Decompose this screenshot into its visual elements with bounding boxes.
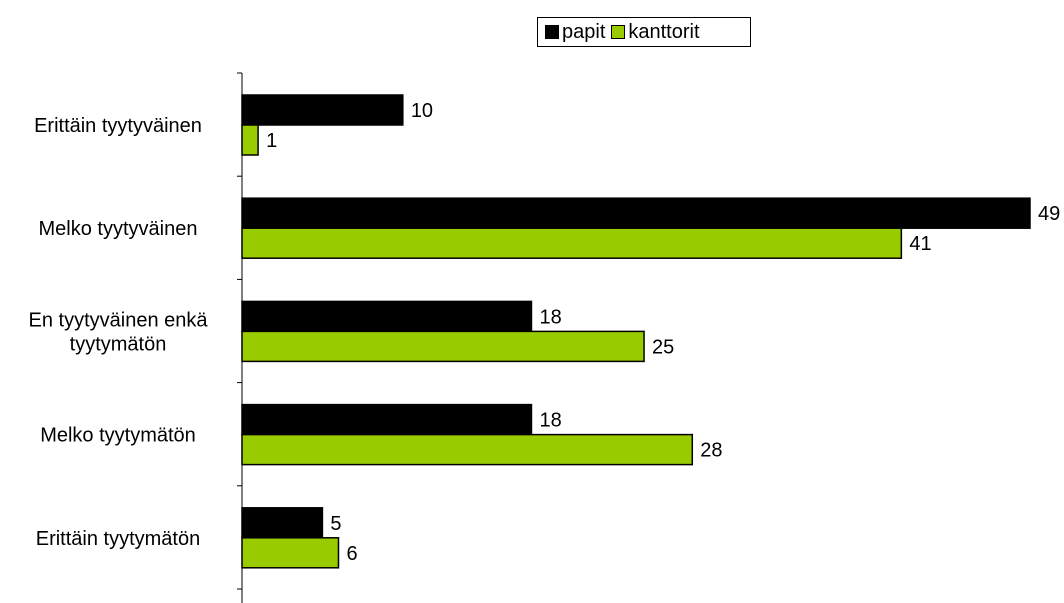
legend-swatch-kanttorit	[611, 25, 626, 39]
data-label-kanttorit-melko-tyytymätön: 28	[700, 440, 722, 462]
category-label-erittäin-tyytymätön: Erittäin tyytymätön	[36, 528, 201, 550]
legend-label-papit: papit	[562, 20, 606, 43]
legend-item-papit: papit	[545, 21, 605, 44]
category-label-erittäin-tyytyväinen: Erittäin tyytyväinen	[34, 115, 202, 137]
bar-papit-melko-tyytyväinen	[241, 197, 1031, 229]
bar-papit-melko-tyytymätön	[241, 403, 533, 436]
data-label-papit-erittäin-tyytymätön: 5	[330, 513, 341, 535]
category-label-en-tyytyväinen-enkä-tyytymätön: tyytymätön	[70, 333, 167, 355]
data-label-kanttorit-melko-tyytyväinen: 41	[909, 233, 931, 255]
data-label-kanttorit-erittäin-tyytymätön: 6	[346, 543, 357, 565]
category-label-en-tyytyväinen-enkä-tyytymätön: En tyytyväinen enkä	[29, 309, 209, 331]
legend-swatch-papit	[545, 25, 559, 39]
bar-kanttorit-en-tyytyväinen-enkä-tyytymätön	[241, 330, 645, 363]
data-label-papit-en-tyytyväinen-enkä-tyytymätön: 18	[539, 306, 561, 328]
data-label-papit-melko-tyytymätön: 18	[539, 410, 561, 432]
bar-kanttorit-melko-tyytymätön	[241, 433, 694, 466]
bar-papit-erittäin-tyytyväinen	[241, 94, 404, 126]
bar-papit-erittäin-tyytymätön	[241, 507, 324, 539]
bar-kanttorit-erittäin-tyytymätön	[241, 537, 340, 569]
legend: papit kanttorit	[537, 17, 751, 47]
legend-item-kanttorit: kanttorit	[611, 20, 700, 44]
data-label-papit-erittäin-tyytyväinen: 10	[411, 100, 433, 122]
bar-kanttorit-melko-tyytyväinen	[241, 227, 903, 259]
data-label-kanttorit-erittäin-tyytyväinen: 1	[266, 130, 277, 152]
data-label-papit-melko-tyytyväinen: 49	[1038, 203, 1060, 225]
data-label-kanttorit-en-tyytyväinen-enkä-tyytymätön: 25	[652, 336, 674, 358]
bar-papit-en-tyytyväinen-enkä-tyytymätön	[241, 300, 533, 333]
bar-kanttorit-erittäin-tyytyväinen	[241, 124, 259, 156]
category-label-melko-tyytymätön: Melko tyytymätön	[40, 425, 196, 447]
legend-label-kanttorit: kanttorit	[628, 20, 700, 43]
category-label-melko-tyytyväinen: Melko tyytyväinen	[39, 218, 198, 240]
